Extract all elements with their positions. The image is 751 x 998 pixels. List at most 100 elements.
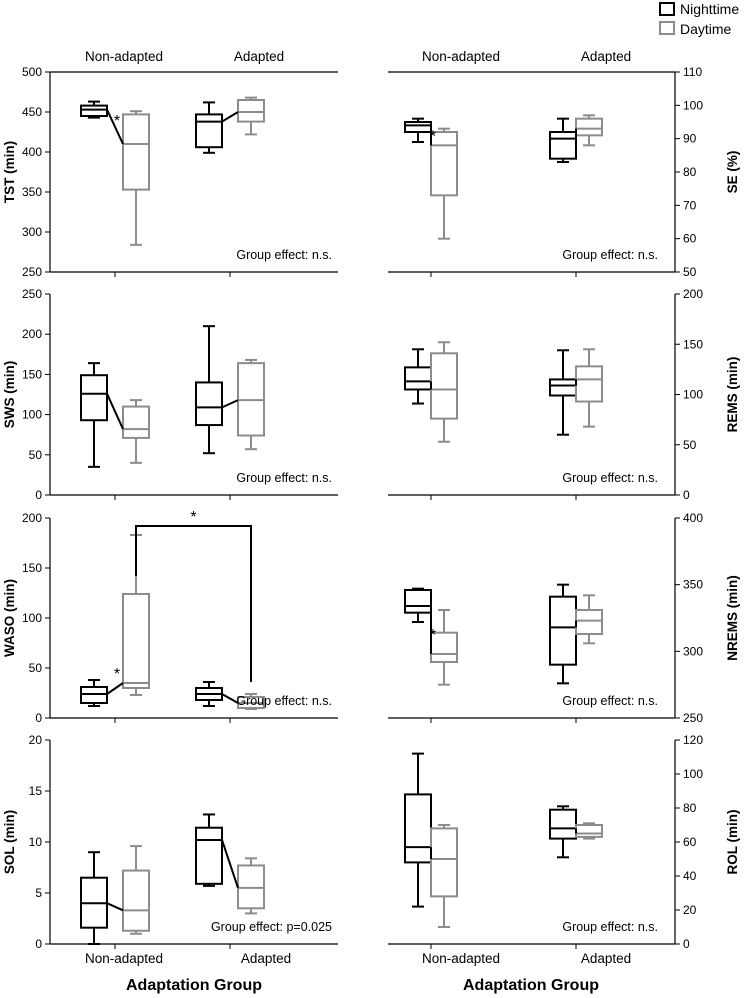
rol-y-tick-label: 20	[683, 903, 697, 917]
se-box-nighttime-nonadapted	[404, 121, 432, 133]
nrems-y-axis-title: NREMS (min)	[725, 575, 740, 661]
rems-box-nighttime-adapted	[549, 378, 577, 397]
nrems-box-daytime-nonadapted	[430, 631, 458, 664]
waso-y-tick-label: 50	[29, 661, 43, 675]
waso-y-tick-label: 150	[22, 561, 42, 575]
waso-group-effect-note: Group effect: n.s.	[236, 694, 332, 708]
se-y-tick-label: 70	[683, 198, 697, 212]
waso-y-axis-title: WASO (min)	[2, 579, 17, 657]
legend-label-daytime: Daytime	[680, 21, 732, 37]
waso-significance-star: *	[190, 509, 196, 526]
waso-significance-bracket	[135, 525, 252, 682]
se-box-nighttime-adapted	[549, 131, 577, 160]
nrems-group-effect-note: Group effect: n.s.	[562, 694, 658, 708]
rems-y-tick-label: 150	[683, 337, 703, 351]
tst-y-tick-label: 300	[22, 225, 42, 239]
rol-y-tick-label: 80	[683, 801, 697, 815]
rems-y-tick-label: 100	[683, 388, 703, 402]
tst-y-tick-label: 450	[22, 105, 42, 119]
sws-y-tick-label: 100	[22, 408, 42, 422]
nrems-y-tick-label: 300	[683, 644, 703, 658]
x-axis-title-left: Adaptation Group	[126, 977, 262, 994]
se-y-tick-label: 50	[683, 265, 697, 279]
waso-median-connector	[106, 682, 124, 695]
tst-median-connector	[106, 109, 124, 145]
nrems-significance-star: *	[430, 627, 436, 644]
se-y-tick-label: 110	[683, 65, 702, 79]
top-group-label-right-nonadapted: Non-adapted	[422, 49, 500, 64]
rems-y-tick-label: 200	[683, 287, 703, 301]
sol-box-nighttime-adapted	[195, 826, 223, 885]
tst-box-daytime-adapted	[237, 99, 265, 123]
rol-y-tick-label: 100	[683, 767, 703, 781]
rol-group-effect-note: Group effect: n.s.	[562, 920, 658, 934]
waso-box-daytime-nonadapted	[122, 593, 150, 689]
tst-group-effect-note: Group effect: n.s.	[236, 248, 332, 262]
sws-median-connector	[221, 399, 239, 409]
sws-y-tick-label: 150	[22, 367, 42, 381]
sws-box-nighttime-nonadapted	[80, 374, 108, 422]
sws-box-daytime-nonadapted	[122, 405, 150, 439]
sol-y-tick-label: 0	[35, 937, 42, 951]
legend: Nighttime Daytime	[659, 1, 739, 37]
sws-y-tick-label: 250	[22, 287, 42, 301]
se-y-tick-label: 60	[683, 232, 697, 246]
tst-box-nighttime-nonadapted	[80, 104, 108, 117]
rems-y-tick-label: 50	[683, 438, 697, 452]
rems-box-daytime-nonadapted	[430, 352, 458, 420]
tst-y-tick-label: 350	[22, 185, 42, 199]
nrems-y-tick-label: 400	[683, 511, 703, 525]
bottom-group-label-right-nonadapted: Non-adapted	[422, 951, 500, 966]
sol-group-effect-note: Group effect: p=0.025	[211, 920, 332, 934]
tst-median-connector	[221, 111, 239, 123]
nrems-y-tick-label: 250	[683, 711, 703, 725]
sws-y-tick-label: 200	[22, 327, 42, 341]
top-group-label-right-adapted: Adapted	[581, 49, 631, 64]
rems-y-axis-title: REMS (min)	[725, 357, 740, 433]
se-y-tick-label: 100	[683, 98, 703, 112]
tst-y-tick-label: 250	[22, 265, 42, 279]
waso-y-tick-label: 200	[22, 511, 42, 525]
se-y-tick-label: 80	[683, 165, 697, 179]
sol-y-tick-label: 15	[29, 784, 43, 798]
sws-y-tick-label: 50	[29, 448, 43, 462]
bottom-group-label-left-adapted: Adapted	[241, 951, 291, 966]
rol-box-daytime-adapted	[575, 824, 603, 838]
top-group-label-left-adapted: Adapted	[234, 49, 284, 64]
nrems-box-daytime-adapted	[575, 609, 603, 635]
sws-group-effect-note: Group effect: n.s.	[236, 471, 332, 485]
legend-swatch-daytime	[659, 21, 675, 35]
nrems-box-nighttime-nonadapted	[404, 589, 432, 614]
sol-y-axis-title: SOL (min)	[2, 810, 17, 874]
tst-y-axis-title: TST (min)	[2, 141, 17, 203]
rems-box-daytime-adapted	[575, 365, 603, 403]
rol-y-tick-label: 60	[683, 835, 697, 849]
sol-y-tick-label: 10	[29, 835, 43, 849]
tst-box-daytime-nonadapted	[122, 113, 150, 191]
se-y-tick-label: 90	[683, 132, 697, 146]
sol-y-tick-label: 20	[29, 733, 43, 747]
nrems-box-nighttime-adapted	[549, 595, 577, 666]
rol-y-axis-title: ROL (min)	[725, 810, 740, 875]
sol-box-daytime-nonadapted	[122, 869, 150, 932]
bottom-group-label-left-nonadapted: Non-adapted	[85, 951, 163, 966]
rol-y-tick-label: 0	[683, 937, 690, 951]
se-box-daytime-adapted	[575, 117, 603, 137]
sol-median-connector	[106, 902, 124, 912]
rems-box-nighttime-nonadapted	[404, 366, 432, 391]
tst-y-tick-label: 500	[22, 65, 42, 79]
top-group-label-left-nonadapted: Non-adapted	[85, 49, 163, 64]
waso-median-connector	[221, 693, 239, 704]
rol-y-tick-label: 120	[683, 733, 703, 747]
sol-box-daytime-adapted	[237, 864, 265, 910]
tst-box-nighttime-adapted	[195, 113, 223, 149]
tst-significance-star: *	[114, 113, 120, 130]
waso-significance-star: *	[114, 666, 120, 683]
legend-label-nighttime: Nighttime	[680, 1, 739, 17]
rems-group-effect-note: Group effect: n.s.	[562, 471, 658, 485]
tst-y-tick-label: 400	[22, 145, 42, 159]
sol-y-tick-label: 5	[35, 886, 42, 900]
sol-median-connector	[221, 839, 239, 889]
